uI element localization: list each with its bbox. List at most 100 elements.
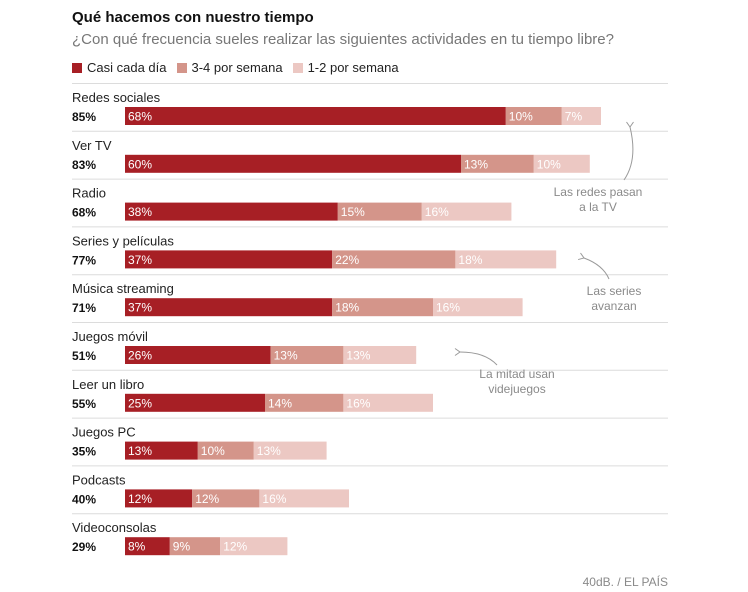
legend: Casi cada día 3-4 por semana 1-2 por sem… [72, 60, 409, 75]
data-label-videoconsolas-casi-cada-dia: 8% [128, 540, 146, 554]
total-label-leer-un-libro: 55% [72, 397, 96, 411]
data-label-series-y-peliculas-1-2-por-semana: 18% [458, 253, 482, 267]
category-label-radio: Radio [72, 186, 106, 201]
data-label-ver-tv-3-4-por-semana: 13% [464, 157, 488, 171]
total-label-videoconsolas: 29% [72, 540, 96, 554]
bar-leer-un-libro-3-4-por-semana [265, 393, 344, 412]
category-label-videoconsolas: Videoconsolas [72, 520, 157, 535]
data-label-redes-sociales-3-4-por-semana: 10% [509, 110, 533, 124]
total-label-musica-streaming: 71% [72, 301, 96, 315]
bar-juegos-movil-casi-cada-dia [125, 346, 271, 364]
bar-redes-sociales-3-4-por-semana [505, 107, 562, 125]
bar-musica-streaming-3-4-por-semana [332, 298, 433, 317]
legend-swatch-1-2 [292, 62, 303, 73]
annotation-arrow-3 [459, 351, 498, 366]
legend-label-3-4: 3-4 por semana [191, 60, 283, 75]
legend-swatch-3-4 [176, 62, 187, 73]
data-label-juegos-pc-casi-cada-dia: 13% [128, 444, 152, 458]
bar-juegos-pc-3-4-por-semana [197, 441, 254, 460]
chart-subtitle: ¿Con qué frecuencia sueles realizar las … [72, 31, 614, 48]
data-label-podcasts-1-2-por-semana: 16% [262, 492, 286, 506]
total-label-ver-tv: 83% [72, 158, 96, 172]
legend-label-daily: Casi cada día [87, 60, 167, 75]
bar-musica-streaming-casi-cada-dia [125, 298, 333, 317]
bar-podcasts-casi-cada-dia [125, 489, 193, 508]
bar-videoconsolas-casi-cada-dia [125, 537, 170, 556]
annotation-arrow-1 [623, 126, 634, 181]
category-label-ver-tv: Ver TV [72, 138, 112, 153]
data-label-series-y-peliculas-3-4-por-semana: 22% [335, 253, 359, 267]
data-label-leer-un-libro-casi-cada-dia: 25% [128, 396, 152, 410]
legend-item-daily: Casi cada día [72, 60, 167, 75]
bar-series-y-peliculas-3-4-por-semana [332, 250, 456, 269]
data-label-juegos-pc-1-2-por-semana: 13% [257, 444, 281, 458]
category-label-leer-un-libro: Leer un libro [72, 377, 144, 392]
total-label-podcasts: 40% [72, 492, 96, 506]
annotation-arrow-2 [583, 257, 610, 280]
annotation-text-3: La mitad usan videjuegos [479, 367, 554, 396]
bar-musica-streaming-1-2-por-semana [433, 298, 523, 317]
bar-redes-sociales-1-2-por-semana [561, 107, 601, 125]
category-label-musica-streaming: Música streaming [72, 281, 174, 296]
bar-videoconsolas-1-2-por-semana [220, 537, 288, 556]
legend-swatch-daily [72, 62, 82, 73]
category-label-redes-sociales: Redes sociales [72, 90, 161, 105]
category-label-podcasts: Podcasts [72, 472, 126, 487]
legend-item-1-2: 1-2 por semana [292, 60, 399, 75]
total-label-radio: 68% [72, 206, 96, 220]
annotation-text-2: Las series avanzan [587, 284, 642, 313]
bar-juegos-movil-3-4-por-semana [270, 346, 344, 364]
annotation-arrowhead-1 [626, 121, 634, 128]
annotation-arrowhead-3 [454, 348, 461, 356]
data-label-leer-un-libro-1-2-por-semana: 16% [346, 396, 370, 410]
legend-item-3-4: 3-4 por semana [176, 60, 283, 75]
source-credit: 40dB. / EL PAÍS [582, 575, 668, 589]
category-label-juegos-pc: Juegos PC [72, 425, 136, 440]
bar-leer-un-libro-1-2-por-semana [343, 393, 433, 412]
data-label-series-y-peliculas-casi-cada-dia: 37% [128, 253, 152, 267]
data-label-musica-streaming-3-4-por-semana: 18% [335, 301, 359, 315]
data-label-musica-streaming-casi-cada-dia: 37% [128, 301, 152, 315]
total-label-series-y-peliculas: 77% [72, 253, 96, 267]
data-label-podcasts-3-4-por-semana: 12% [195, 492, 219, 506]
data-label-juegos-pc-3-4-por-semana: 10% [201, 444, 225, 458]
data-label-ver-tv-1-2-por-semana: 10% [537, 157, 561, 171]
bar-juegos-pc-1-2-por-semana [253, 441, 327, 460]
data-label-radio-3-4-por-semana: 15% [341, 205, 365, 219]
data-label-leer-un-libro-3-4-por-semana: 14% [268, 396, 292, 410]
data-label-radio-1-2-por-semana: 16% [425, 205, 449, 219]
bar-leer-un-libro-casi-cada-dia [125, 393, 265, 412]
data-label-ver-tv-casi-cada-dia: 60% [128, 157, 152, 171]
data-label-videoconsolas-3-4-por-semana: 9% [173, 540, 191, 554]
bar-juegos-pc-casi-cada-dia [125, 441, 198, 460]
bar-series-y-peliculas-1-2-por-semana [455, 250, 557, 269]
data-label-juegos-movil-3-4-por-semana: 13% [274, 349, 298, 363]
annotation-text-1: Las redes pasan a la TV [554, 185, 643, 214]
data-label-redes-sociales-1-2-por-semana: 7% [565, 110, 583, 124]
bar-radio-3-4-por-semana [337, 202, 422, 221]
bar-ver-tv-1-2-por-semana [533, 154, 590, 173]
bar-videoconsolas-3-4-por-semana [169, 537, 221, 556]
bar-ver-tv-casi-cada-dia [125, 154, 461, 173]
bar-podcasts-3-4-por-semana [192, 489, 260, 508]
data-label-podcasts-casi-cada-dia: 12% [128, 492, 152, 506]
data-label-redes-sociales-casi-cada-dia: 68% [128, 110, 152, 124]
data-label-juegos-movil-casi-cada-dia: 26% [128, 349, 152, 363]
chart-title: Qué hacemos con nuestro tiempo [72, 9, 314, 26]
data-label-videoconsolas-1-2-por-semana: 12% [223, 540, 247, 554]
category-label-juegos-movil: Juegos móvil [72, 329, 148, 344]
total-label-juegos-movil: 51% [72, 349, 96, 363]
bar-series-y-peliculas-casi-cada-dia [125, 250, 333, 269]
bar-podcasts-1-2-por-semana [259, 489, 349, 508]
total-label-juegos-pc: 35% [72, 445, 96, 459]
category-label-series-y-peliculas: Series y películas [72, 233, 174, 248]
annotation-arrowhead-2 [577, 252, 585, 261]
bar-redes-sociales-casi-cada-dia [125, 107, 506, 125]
bar-radio-casi-cada-dia [125, 202, 338, 221]
bar-ver-tv-3-4-por-semana [461, 154, 534, 173]
data-label-juegos-movil-1-2-por-semana: 13% [346, 349, 370, 363]
total-label-redes-sociales: 85% [72, 110, 96, 124]
data-label-musica-streaming-1-2-por-semana: 16% [436, 301, 460, 315]
bar-juegos-movil-1-2-por-semana [343, 346, 417, 364]
